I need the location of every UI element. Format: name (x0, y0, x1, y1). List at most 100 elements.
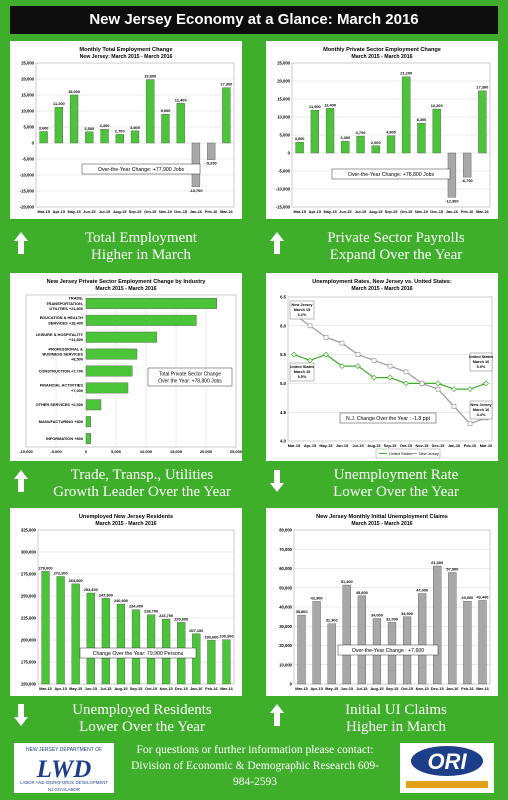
chart-title: Monthly Total Employment Change (79, 47, 172, 53)
callout-text: 5.5% (298, 375, 307, 379)
y-tick-label: 20,000 (21, 77, 34, 82)
bar (207, 640, 216, 685)
caption-total-employment: Total Employment Higher in March (36, 230, 246, 264)
data-label: 43,400 (477, 594, 489, 599)
category-label: TRANSPORTATION, (46, 301, 83, 306)
bar (357, 595, 366, 685)
category-label: EDUCATION & HEALTH (40, 315, 83, 320)
caption-line: Higher in March (346, 719, 446, 735)
bar (478, 90, 487, 154)
data-label: 11,200 (53, 101, 65, 106)
bar (341, 140, 350, 154)
caption-line: Private Sector Payrolls (327, 230, 465, 246)
x-tick-label: 15,000 (170, 449, 183, 454)
caption-line: Unemployment Rate (333, 467, 459, 483)
caption-line: Lower Over the Year (79, 719, 205, 735)
data-label: 4,700 (356, 130, 366, 135)
x-tick-label: Aug-15 (114, 686, 128, 691)
x-tick-label: Sep-15 (384, 443, 398, 448)
x-tick-label: Mar-16 (220, 686, 233, 691)
footer-line: For questions or further information ple… (136, 744, 374, 756)
private-sector-chart-panel: Monthly Private Sector Employment Change… (266, 41, 498, 219)
category-label: +8,500 (71, 357, 83, 362)
x-tick-label: Oct-15 (400, 443, 413, 448)
bar (342, 584, 351, 685)
up-arrow-icon (270, 232, 284, 254)
bar (448, 572, 457, 685)
x-tick-label: Jun-15 (340, 686, 353, 691)
data-label: 220,000 (174, 616, 188, 621)
data-point (403, 380, 409, 387)
caption-line: Growth Leader Over the Year (53, 484, 231, 500)
bar (85, 416, 91, 428)
bar (85, 131, 94, 144)
bar (463, 601, 472, 685)
bar (56, 576, 65, 685)
callout-text: New Jersey (471, 403, 493, 407)
footer-contact: For questions or further information ple… (130, 742, 380, 790)
category-label: BUSINESS SERVICES (42, 352, 83, 357)
x-tick-label: Dec-15 (432, 443, 446, 448)
data-label: 17,300 (476, 85, 488, 90)
x-tick-label: Apr-15 (309, 209, 322, 214)
bar (161, 113, 170, 144)
bar (356, 135, 365, 154)
annotation-box (81, 163, 201, 175)
up-arrow-icon (14, 470, 28, 492)
y-tick-label: -15,000 (276, 205, 291, 210)
legend-label: New Jersey (419, 452, 439, 456)
x-tick-label: Aug-15 (370, 686, 384, 691)
category-label: TRADE, (69, 296, 83, 301)
category-label: LEISURE & HOSPITALITY (36, 332, 84, 337)
data-label: 34,900 (401, 611, 413, 616)
callout-text: March 16 (473, 360, 489, 364)
x-tick-label: Feb-16 (461, 209, 474, 214)
x-tick-label: Jul-15 (352, 443, 364, 448)
industry-chart: New Jersey Private Sector Employment Cha… (19, 279, 242, 454)
x-tick-label: Sep-15 (130, 686, 144, 691)
data-point (467, 386, 473, 393)
y-tick-label: 25,000 (277, 61, 290, 66)
x-tick-label: Sep-15 (129, 209, 143, 214)
x-tick-label: -10,000 (19, 449, 33, 454)
y-tick-label: 225,000 (21, 616, 37, 621)
callout-text: 5.0% (477, 365, 486, 369)
data-label: 247,300 (99, 592, 113, 597)
data-label: 31,300 (326, 618, 338, 623)
x-tick-label: Nov-15 (160, 686, 174, 691)
annotation-text: Total Private Sector Change (159, 372, 221, 378)
x-tick-label: Mar-16 (476, 686, 489, 691)
y-tick-label: 70,000 (279, 547, 292, 552)
bar (85, 314, 197, 326)
data-label: 57,900 (446, 567, 458, 572)
caption-line: Trade, Transp., Utilities (70, 467, 214, 483)
x-tick-label: May-15 (69, 686, 83, 691)
ori-logo: ORI (400, 743, 494, 793)
x-tick-label: Feb-16 (205, 686, 218, 691)
bar (69, 94, 79, 144)
y-tick-label: 20,000 (277, 79, 290, 84)
y-tick-label: 5,000 (280, 133, 291, 138)
y-tick-label: 0 (32, 141, 35, 146)
bar (41, 571, 50, 685)
category-label: INFORMATION +800 (46, 436, 83, 441)
annotation-text: Over-the-Year Change : +7,600 (352, 648, 424, 654)
data-point (339, 363, 345, 370)
bar (433, 565, 442, 685)
data-label: 8,300 (417, 117, 427, 122)
data-label: 9,000 (161, 108, 171, 113)
chart-subtitle: March 2015 - March 2016 (351, 521, 412, 527)
annotation-box (337, 644, 439, 656)
annotation-text: Over the Year: +78,800 Jobs (158, 379, 222, 385)
data-label: 2,000 (371, 140, 381, 145)
data-label: 47,000 (416, 588, 428, 593)
caption-line: Total Employment (85, 230, 197, 246)
bar (417, 122, 426, 154)
data-label: 17,300 (220, 82, 232, 87)
data-label: 3,600 (39, 125, 49, 130)
series-line (293, 353, 487, 390)
data-label: 263,800 (69, 578, 83, 583)
data-label: -13,700 (189, 188, 202, 193)
category-label: CONSTRUCTION +7,700 (39, 368, 83, 373)
